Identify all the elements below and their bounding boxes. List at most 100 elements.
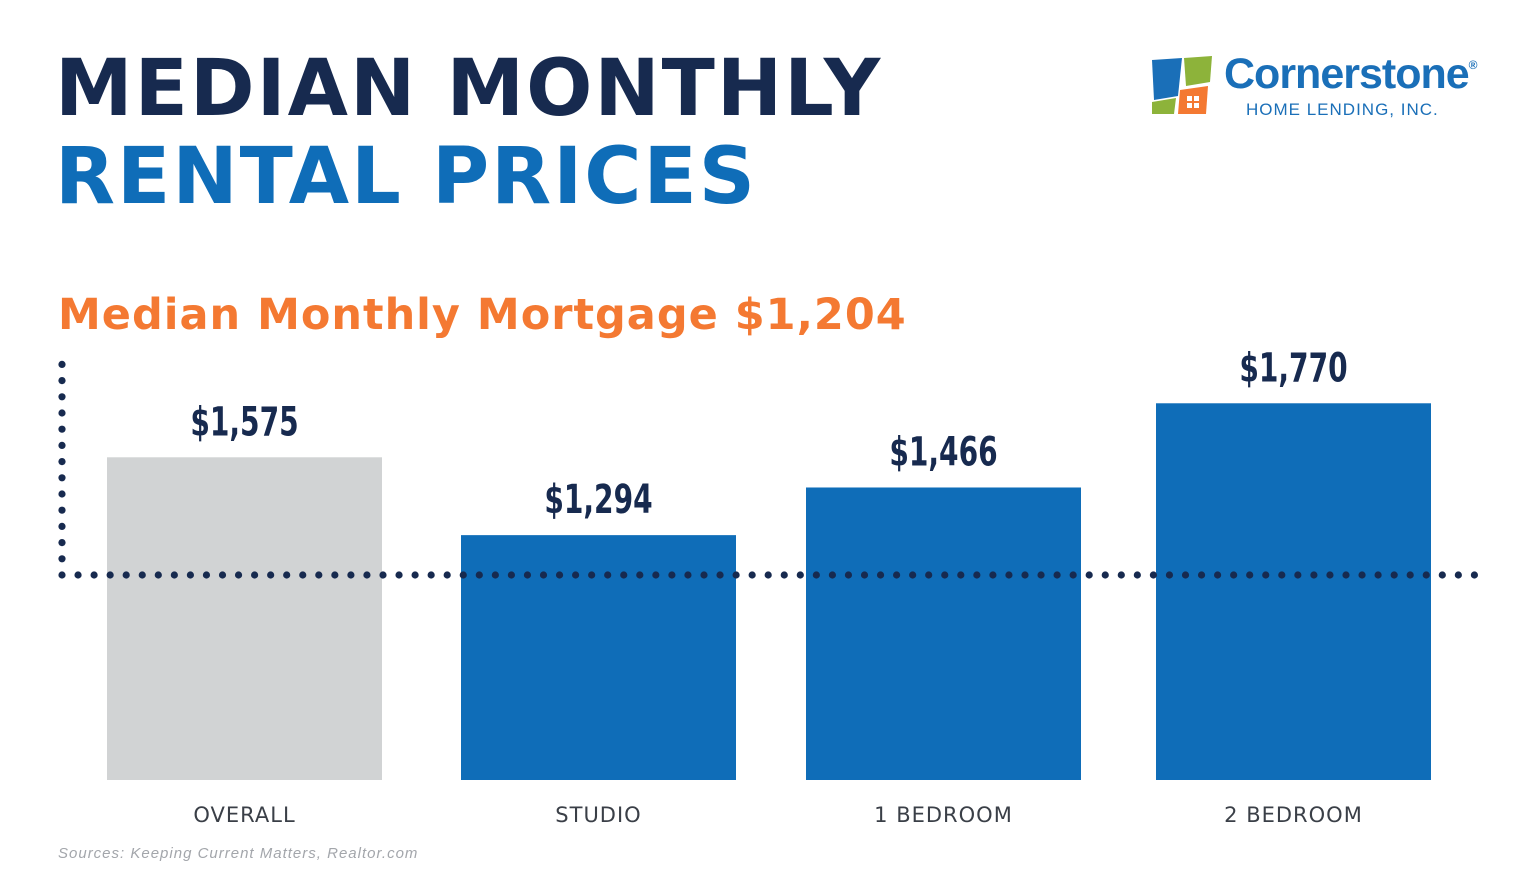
reference-dot <box>812 571 820 579</box>
reference-dot <box>58 377 66 385</box>
reference-dot <box>154 571 162 579</box>
reference-dot <box>860 571 869 579</box>
reference-dot <box>572 571 580 579</box>
reference-dot <box>379 571 387 579</box>
reference-dot <box>58 360 66 368</box>
reference-dot <box>893 571 901 579</box>
reference-dot <box>90 571 98 579</box>
reference-dot <box>1438 571 1446 579</box>
reference-dot <box>1294 571 1302 579</box>
reference-dot <box>684 571 692 579</box>
reference-dot <box>443 571 451 579</box>
reference-dot <box>1390 571 1398 579</box>
reference-dot <box>58 425 66 433</box>
reference-dot <box>234 571 243 579</box>
reference-dot <box>267 571 275 579</box>
reference-dot <box>844 571 853 579</box>
reference-dot <box>828 571 837 579</box>
reference-dot <box>1133 571 1141 579</box>
reference-dot <box>876 571 885 579</box>
reference-dot <box>716 571 724 579</box>
reference-dot <box>1069 571 1077 579</box>
reference-dot <box>1374 571 1382 579</box>
category-label-3: 2 BEDROOM <box>1224 803 1363 827</box>
reference-dot <box>58 393 66 401</box>
reference-dot <box>58 539 66 547</box>
reference-dot <box>796 571 804 579</box>
reference-dot <box>732 571 740 579</box>
reference-dot <box>74 571 82 579</box>
reference-dot <box>122 571 130 579</box>
logo-mark-icon <box>1152 56 1212 114</box>
reference-dot <box>1422 571 1430 579</box>
reference-dot <box>764 571 772 579</box>
reference-dot <box>925 571 933 579</box>
category-label-2: 1 BEDROOM <box>874 803 1013 827</box>
reference-dot <box>700 571 708 579</box>
reference-dot <box>1197 571 1206 579</box>
reference-dot <box>523 571 532 579</box>
reference-dot <box>1037 571 1045 579</box>
reference-dot <box>459 571 467 579</box>
reference-dot <box>973 571 981 579</box>
reference-dot <box>1406 571 1414 579</box>
reference-dot <box>748 571 756 579</box>
reference-dot <box>363 571 371 579</box>
reference-dot <box>780 571 788 579</box>
value-label-0: $1,575 <box>190 400 298 446</box>
reference-dot <box>1005 571 1013 579</box>
reference-dot <box>411 571 419 579</box>
reference-dot <box>58 555 66 563</box>
bar-2 <box>806 487 1081 780</box>
reference-line <box>58 360 1478 579</box>
value-label-1: $1,294 <box>544 477 652 523</box>
reference-dot <box>668 571 676 579</box>
reference-dot <box>636 571 644 579</box>
reference-dot <box>957 571 965 579</box>
reference-dot <box>58 522 66 531</box>
reference-dot <box>106 571 114 579</box>
reference-dot <box>909 571 917 579</box>
category-label-1: STUDIO <box>555 803 641 827</box>
reference-dot <box>58 409 66 417</box>
reference-dot <box>1278 571 1286 579</box>
reference-dot <box>475 571 483 579</box>
reference-dot <box>604 571 612 579</box>
reference-dot <box>588 571 596 579</box>
reference-dot <box>58 490 66 498</box>
reference-dot <box>555 571 564 579</box>
reference-dot <box>299 571 307 579</box>
logo-tagline: HOME LENDING, INC. <box>1246 100 1439 119</box>
reference-dot <box>170 571 178 579</box>
value-label-2: $1,466 <box>889 430 997 476</box>
reference-dot <box>58 506 66 514</box>
reference-dot <box>218 571 227 579</box>
bar-0 <box>107 457 382 780</box>
reference-dot <box>1101 571 1109 579</box>
reference-line-label: Median Monthly Mortgage $1,204 <box>58 290 907 340</box>
reference-dot <box>1262 571 1270 579</box>
reference-dot <box>652 571 660 579</box>
reference-dot <box>1085 571 1093 579</box>
reference-dot <box>1246 571 1254 579</box>
reference-dot <box>1165 571 1174 579</box>
reference-dot <box>1230 571 1238 579</box>
bar-3 <box>1156 403 1431 780</box>
reference-dot <box>315 571 323 579</box>
reference-dot <box>58 474 66 482</box>
reference-dot <box>251 571 259 579</box>
title-line-2: RENTAL PRICES <box>55 132 757 222</box>
reference-dot <box>1326 571 1334 579</box>
reference-dot <box>283 571 291 579</box>
bar-1 <box>461 535 736 780</box>
reference-dot <box>58 458 66 466</box>
reference-dot <box>1149 571 1157 579</box>
category-label-0: OVERALL <box>193 803 295 827</box>
reference-dot <box>1470 571 1478 579</box>
reference-dot <box>427 571 435 579</box>
value-label-3: $1,770 <box>1239 346 1347 392</box>
reference-dot <box>138 571 146 579</box>
reference-dot <box>58 571 66 579</box>
reference-dot <box>1310 571 1318 579</box>
